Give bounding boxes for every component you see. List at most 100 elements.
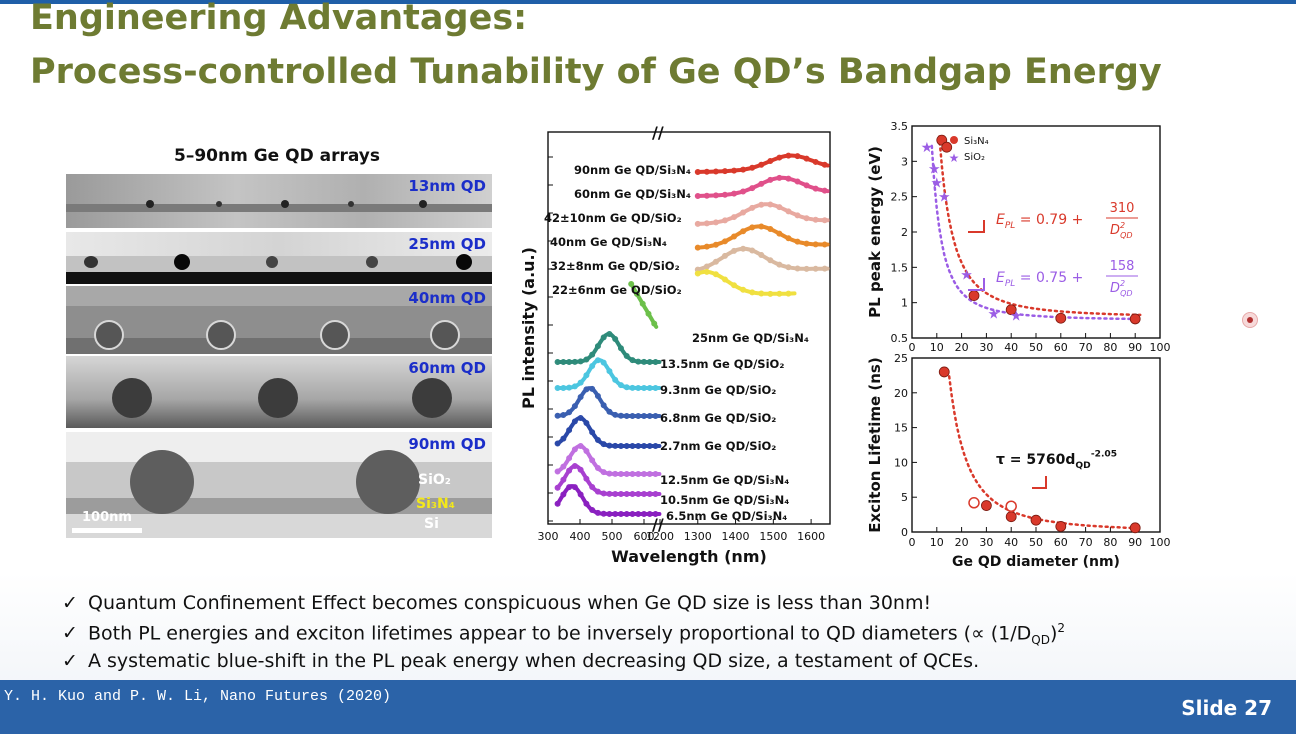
pl-series-line — [554, 385, 662, 420]
pl-point — [740, 209, 747, 216]
energy-point — [1055, 312, 1067, 324]
lifetime-point — [981, 500, 992, 511]
slide-title-line2: Process-controlled Tunability of Ge QD’s… — [30, 52, 1162, 92]
pl-point — [635, 358, 642, 365]
energy-fit-pointer — [968, 220, 985, 233]
pl-point — [821, 217, 828, 224]
pl-point — [560, 384, 567, 391]
pl-series-line — [694, 152, 830, 175]
y-tick-label: 15 — [894, 422, 908, 435]
tem-panel-label: 13nm QD — [408, 177, 486, 195]
lifetime-point — [1030, 514, 1042, 526]
pl-curve — [695, 202, 830, 226]
pl-point — [560, 358, 567, 365]
pl-point — [776, 174, 783, 181]
pl-point — [554, 384, 561, 391]
pl-point — [635, 471, 642, 478]
pl-point — [612, 442, 619, 449]
pl-point — [767, 290, 774, 297]
energy-fit-pointer — [968, 278, 985, 291]
pl-point — [794, 153, 801, 160]
pl-point — [623, 384, 630, 391]
pl-point — [571, 418, 578, 425]
pl-point — [577, 443, 584, 450]
pl-point — [640, 471, 647, 478]
pl-point — [812, 216, 819, 223]
pl-series-label: 13.5nm Ge QD/SiO₂ — [660, 357, 784, 371]
pl-point — [812, 185, 819, 192]
pl-series-line — [694, 174, 830, 199]
pl-point — [612, 411, 619, 418]
pl-point — [652, 443, 659, 450]
x-tick-label: 1400 — [722, 530, 750, 543]
pl-point — [617, 442, 624, 449]
pl-point — [640, 384, 647, 391]
pl-point — [566, 455, 573, 462]
pl-point — [749, 204, 756, 211]
energy-point — [1005, 304, 1017, 316]
energy-fit-numerator: 158 — [1110, 259, 1135, 274]
x-tick-label: 400 — [570, 530, 591, 543]
lifetime-point-open — [1005, 500, 1017, 512]
si3n4-layer-label: Si₃N₄ — [416, 496, 455, 512]
pl-point — [785, 175, 792, 182]
pl-point — [571, 383, 578, 390]
scale-bar — [72, 528, 142, 533]
energy-fit-denominator: D2 QD — [1110, 279, 1133, 298]
pl-point — [554, 440, 561, 447]
pl-point — [617, 490, 624, 497]
pl-point — [740, 166, 747, 173]
pl-point — [646, 384, 653, 391]
pl-point — [803, 240, 810, 247]
pl-point — [712, 271, 719, 278]
y-tick-label: 0.5 — [891, 332, 909, 345]
pl-point — [566, 384, 573, 391]
pl-point — [712, 168, 719, 175]
pl-point — [629, 442, 636, 449]
pl-point — [583, 420, 590, 427]
pl-point — [794, 178, 801, 185]
pl-point — [758, 290, 765, 297]
x-tick-label: 80 — [1103, 341, 1117, 354]
pl-point — [566, 358, 573, 365]
scale-bar-label: 100nm — [82, 510, 132, 525]
tem-panel-40nm: 40nm QD — [66, 286, 492, 354]
pl-point — [712, 258, 719, 265]
pl-point — [566, 484, 573, 491]
pl-point — [803, 265, 810, 272]
check-icon: ✓ — [62, 650, 78, 672]
lifetime-fit-equation: τ = 5760dQD-2.05 — [996, 449, 1117, 471]
x-tick-label: 70 — [1079, 341, 1093, 354]
pl-point — [731, 247, 738, 254]
pl-series-line — [554, 443, 662, 478]
pl-series-label: 22±6nm Ge QD/SiO₂ — [552, 283, 682, 297]
y-tick-label: 10 — [894, 456, 908, 469]
pl-point — [821, 187, 828, 194]
x-tick-label: 1200 — [646, 530, 674, 543]
pl-point — [589, 507, 596, 514]
pl-point — [571, 446, 578, 453]
pl-point — [694, 244, 701, 251]
pl-point — [583, 475, 590, 482]
pl-curve — [695, 153, 830, 174]
tem-panel-label: 25nm QD — [408, 235, 486, 253]
x-tick-label: 40 — [1004, 341, 1018, 354]
pl-point — [589, 484, 596, 491]
energy-point-star: ★ — [921, 140, 934, 156]
pl-point — [606, 490, 613, 497]
pl-series-label: 42±10nm Ge QD/SiO₂ — [544, 211, 682, 225]
tem-caption: 5–90nm Ge QD arrays — [174, 146, 380, 166]
top-accent-bar — [0, 0, 1296, 4]
energy-fit-equation: EPL = 0.75 + — [996, 270, 1083, 289]
pl-series-line — [694, 245, 830, 273]
pl-point — [583, 372, 590, 379]
pl-point — [560, 476, 567, 483]
pl-point — [821, 161, 828, 168]
x-tick-label: 60 — [1054, 536, 1068, 549]
pl-point — [645, 310, 652, 317]
energy-fit-numerator: 310 — [1110, 201, 1135, 216]
pl-point — [600, 469, 607, 476]
pl-plot-frame — [547, 131, 831, 525]
pl-series-label: 6.8nm Ge QD/SiO₂ — [660, 411, 776, 425]
pl-point — [623, 490, 630, 497]
